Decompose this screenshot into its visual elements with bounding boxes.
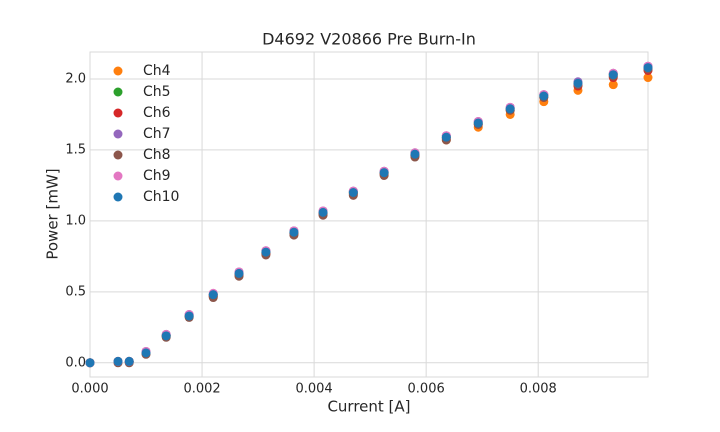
point: [208, 290, 218, 300]
legend-marker: [113, 108, 123, 118]
y-tick-label: 0.5: [65, 284, 86, 299]
point: [608, 70, 618, 80]
y-tick-label: 0.0: [65, 355, 86, 370]
point: [348, 188, 358, 198]
point: [85, 358, 95, 368]
point: [441, 132, 451, 142]
point: [318, 207, 328, 217]
x-tick-label: 0.006: [408, 382, 445, 397]
legend-marker: [113, 66, 123, 76]
point: [505, 104, 515, 114]
point: [261, 247, 271, 257]
legend-label: Ch9: [143, 168, 171, 184]
x-tick-label: 0.002: [183, 382, 220, 397]
legend-marker: [113, 150, 123, 160]
legend-marker: [113, 129, 123, 139]
point: [410, 149, 420, 159]
point: [573, 78, 583, 88]
point: [234, 268, 244, 278]
point: [161, 331, 171, 341]
x-axis-label: Current [A]: [327, 398, 410, 416]
point: [608, 80, 618, 90]
legend-label: Ch5: [143, 84, 171, 100]
chart-title: D4692 V20866 Pre Burn-In: [262, 30, 476, 49]
x-tick-label: 0.008: [520, 382, 557, 397]
point: [379, 168, 389, 178]
legend-label: Ch8: [143, 147, 171, 163]
legend-marker: [113, 171, 123, 181]
legend-label: Ch6: [143, 105, 171, 121]
x-tick-label: 0.004: [295, 382, 332, 397]
point: [113, 356, 123, 366]
point: [184, 311, 194, 321]
point: [141, 348, 151, 358]
legend-label: Ch4: [143, 63, 171, 79]
legend-label: Ch10: [143, 189, 179, 205]
y-tick-label: 1.5: [65, 142, 86, 157]
y-tick-label: 1.0: [65, 213, 86, 228]
point: [643, 73, 653, 83]
legend-marker: [113, 87, 123, 97]
point: [124, 356, 134, 366]
y-axis-label: Power [mW]: [44, 168, 62, 259]
point: [473, 118, 483, 128]
x-tick-label: 0.000: [71, 382, 108, 397]
y-tick-label: 2.0: [65, 71, 86, 86]
legend-label: Ch7: [143, 126, 171, 142]
plot-frame: [89, 51, 649, 378]
legend-marker: [113, 192, 123, 202]
point: [539, 91, 549, 101]
point: [289, 227, 299, 237]
point: [643, 63, 653, 73]
